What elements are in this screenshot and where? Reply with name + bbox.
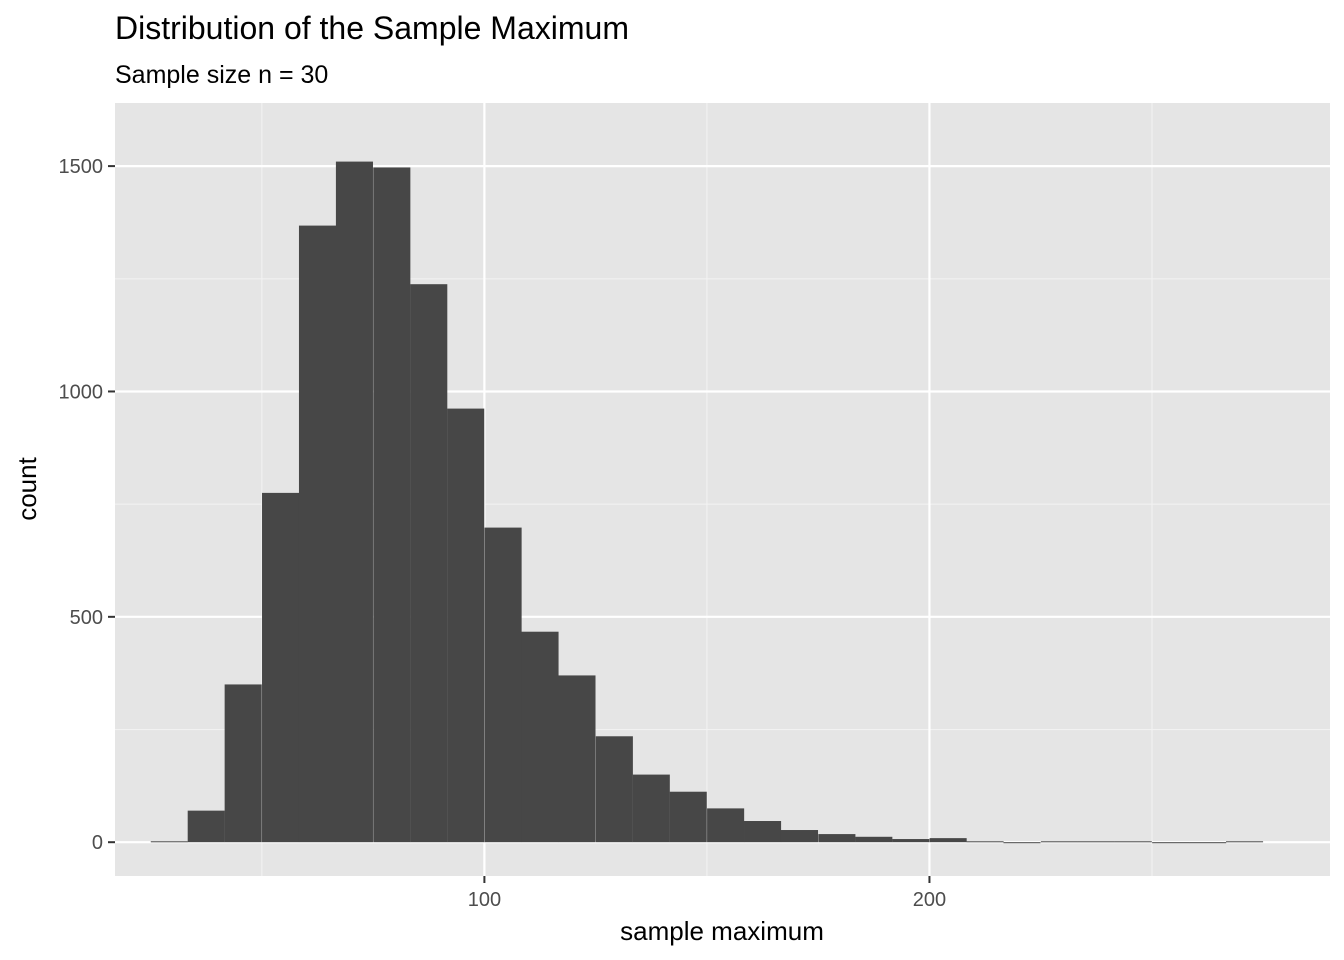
histogram-bar (484, 527, 522, 843)
histogram-bar (744, 821, 782, 843)
histogram-bar (335, 161, 373, 843)
histogram-bar (224, 684, 262, 843)
histogram-bar (818, 834, 856, 843)
histogram-bar (1040, 841, 1078, 843)
histogram-bar (262, 492, 300, 843)
histogram-bar (595, 736, 633, 843)
x-axis-title: sample maximum (620, 916, 824, 946)
histogram-bar (929, 838, 967, 843)
chart-subtitle: Sample size n = 30 (115, 61, 328, 89)
histogram-bar (780, 830, 819, 843)
histogram-bar (410, 284, 448, 843)
histogram-bar (966, 841, 1004, 843)
histogram-bar (669, 791, 707, 843)
histogram-bars (150, 161, 1264, 844)
histogram-bar (373, 167, 411, 843)
histogram-bar (1189, 842, 1227, 844)
histogram-bar (521, 631, 559, 843)
y-tick-label: 0 (92, 832, 103, 854)
histogram-bar (298, 225, 337, 843)
y-axis: 0 500 1000 1500 (59, 156, 115, 854)
histogram-bar (1152, 842, 1190, 844)
x-tick-label: 100 (468, 889, 501, 911)
y-tick-label: 500 (70, 607, 103, 629)
y-tick-label: 1000 (59, 381, 104, 403)
y-tick-label: 1500 (59, 156, 104, 178)
histogram-bar (1114, 841, 1152, 843)
histogram-bar (632, 774, 670, 843)
histogram-bar (855, 836, 893, 843)
histogram-bar (1226, 841, 1264, 843)
histogram-bar (187, 810, 225, 843)
chart-title: Distribution of the Sample Maximum (115, 10, 629, 46)
histogram-bar (447, 408, 485, 843)
y-axis-title: count (12, 456, 42, 520)
x-tick-label: 200 (913, 889, 946, 911)
x-axis: 100 200 (468, 876, 946, 911)
histogram-bar (1077, 841, 1115, 843)
histogram-bar (1003, 842, 1041, 844)
histogram-bar (892, 839, 930, 843)
histogram-bar (707, 808, 745, 843)
histogram-bar (150, 841, 188, 843)
histogram-bar (558, 675, 596, 843)
